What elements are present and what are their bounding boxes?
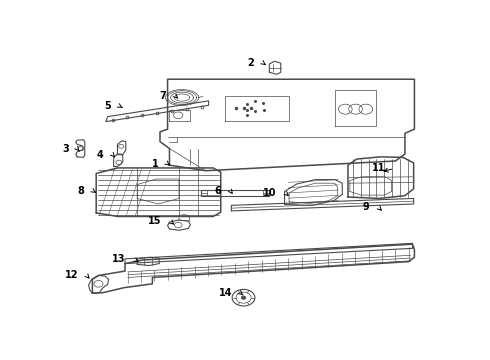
- Text: 8: 8: [77, 186, 84, 196]
- Text: 7: 7: [160, 91, 167, 101]
- Text: 9: 9: [363, 202, 369, 212]
- Text: 6: 6: [215, 186, 221, 196]
- Circle shape: [241, 296, 246, 299]
- Text: 10: 10: [263, 188, 276, 198]
- Text: 11: 11: [372, 163, 386, 174]
- Text: 13: 13: [112, 255, 126, 264]
- Text: 5: 5: [105, 102, 111, 111]
- Text: 4: 4: [97, 150, 104, 159]
- Text: 12: 12: [65, 270, 78, 280]
- Text: 15: 15: [148, 216, 162, 226]
- Text: 1: 1: [152, 159, 159, 169]
- Text: 14: 14: [219, 288, 232, 298]
- Text: 3: 3: [62, 144, 69, 154]
- Text: 2: 2: [247, 58, 254, 68]
